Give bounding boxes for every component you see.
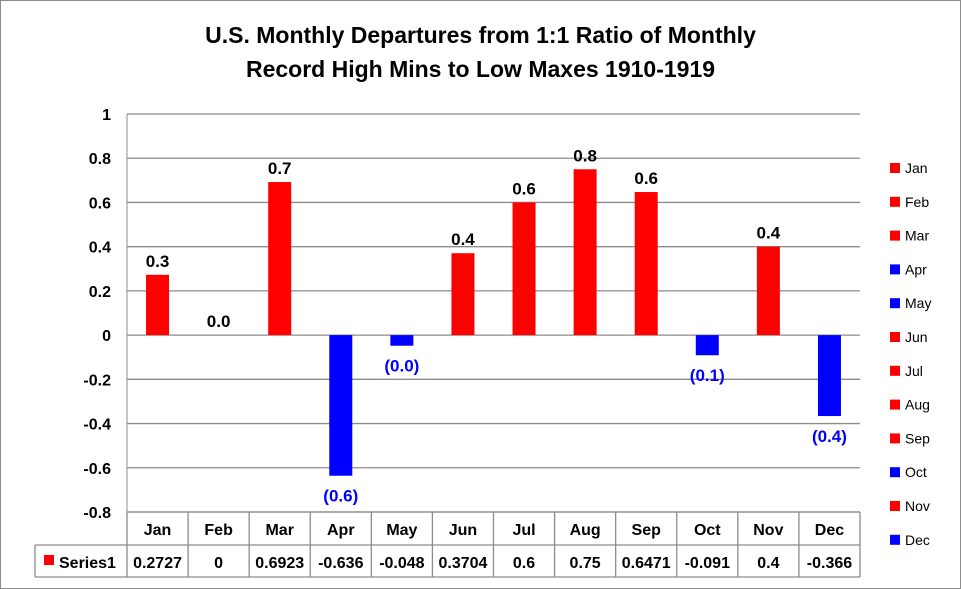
table-value-cell: 0.6471: [622, 555, 671, 572]
y-tick-label: 0.4: [89, 240, 111, 257]
legend-marker: [890, 163, 900, 173]
chart-title: U.S. Monthly Departures from 1:1 Ratio o…: [0, 18, 961, 86]
table-value-cell: -0.636: [318, 555, 363, 572]
x-category-label: Jan: [144, 522, 172, 539]
data-label: 0.4: [451, 230, 475, 249]
x-category-label: Nov: [753, 522, 783, 539]
legend-label: Dec: [905, 532, 930, 548]
data-label: (0.1): [690, 366, 725, 385]
legend-marker: [890, 196, 900, 207]
y-tick-label: -0.2: [83, 372, 111, 389]
x-category-label: Sep: [632, 522, 662, 539]
legend-marker: [890, 230, 900, 241]
x-category-label: Apr: [327, 522, 355, 539]
data-label: 0.6: [634, 169, 658, 188]
data-label: 0.0: [207, 312, 231, 331]
data-label: 0.3: [146, 252, 170, 271]
chart-title-line1: U.S. Monthly Departures from 1:1 Ratio o…: [205, 22, 756, 48]
bar-oct: [695, 335, 719, 356]
bar-aug: [573, 169, 597, 336]
table-value-cell: -0.091: [685, 555, 730, 572]
table-value-cell: 0: [214, 555, 223, 572]
legend-label: Apr: [905, 261, 927, 277]
legend-marker: [890, 298, 900, 309]
legend-label: Feb: [905, 194, 929, 210]
data-label: 0.7: [268, 159, 292, 178]
x-category-label: Jun: [449, 522, 477, 539]
data-label: (0.0): [384, 357, 419, 376]
legend-label: Jun: [905, 329, 928, 345]
table-value-cell: 0.75: [570, 555, 601, 572]
data-label: 0.8: [573, 146, 597, 165]
bar-sep: [634, 192, 658, 336]
legend-marker: [890, 467, 900, 478]
y-tick-label: -0.6: [83, 461, 111, 478]
bar-mar: [268, 182, 292, 336]
legend-label: Jan: [905, 160, 928, 176]
legend-marker: [890, 399, 900, 410]
bar-jul: [512, 202, 536, 336]
x-category-label: Oct: [694, 522, 721, 539]
legend-label: Mar: [905, 228, 929, 244]
y-tick-label: 0.8: [89, 151, 111, 168]
table-series-name: Series1: [59, 555, 116, 572]
bar-may: [390, 335, 414, 346]
table-value-cell: -0.366: [807, 555, 852, 572]
bar-dec: [817, 335, 841, 417]
data-label: 0.4: [757, 224, 781, 243]
chart-title-line2: Record High Mins to Low Maxes 1910-1919: [245, 56, 716, 82]
y-tick-label: 1: [102, 107, 111, 124]
table-series-key: [44, 555, 54, 565]
legend-marker: [890, 501, 900, 511]
legend-marker: [890, 264, 900, 275]
legend-label: May: [905, 295, 931, 311]
legend-marker: [890, 534, 900, 545]
legend-label: Jul: [905, 363, 923, 379]
table-value-cell: 0.3704: [438, 555, 487, 572]
legend-marker: [890, 433, 900, 444]
bar-jan: [146, 274, 170, 336]
legend-marker: [890, 332, 900, 342]
x-category-label: Mar: [265, 522, 293, 539]
y-tick-label: 0: [102, 328, 111, 345]
legend-label: Aug: [905, 397, 930, 413]
x-category-label: Aug: [570, 522, 601, 539]
x-category-label: Dec: [815, 522, 844, 539]
y-tick-label: -0.8: [83, 505, 111, 522]
y-tick-label: -0.4: [83, 417, 111, 434]
table-value-cell: 0.4: [757, 555, 779, 572]
legend-label: Oct: [905, 464, 927, 480]
y-tick-label: 0.6: [89, 195, 111, 212]
bar-jun: [451, 253, 475, 336]
table-value-cell: 0.6: [513, 555, 535, 572]
data-label: (0.6): [323, 487, 358, 506]
table-value-cell: 0.6923: [255, 555, 304, 572]
data-label: (0.4): [812, 427, 847, 446]
bar-apr: [329, 335, 353, 476]
y-tick-label: 0.2: [89, 284, 111, 301]
x-category-label: Feb: [204, 522, 233, 539]
legend-marker: [890, 365, 900, 376]
legend-label: Sep: [905, 430, 930, 446]
table-value-cell: -0.048: [379, 555, 424, 572]
bar-nov: [756, 246, 780, 336]
data-label: 0.6: [512, 179, 536, 198]
x-category-label: May: [386, 522, 417, 539]
x-category-label: Jul: [512, 522, 535, 539]
table-value-cell: 0.2727: [133, 555, 182, 572]
legend-label: Nov: [905, 498, 930, 514]
